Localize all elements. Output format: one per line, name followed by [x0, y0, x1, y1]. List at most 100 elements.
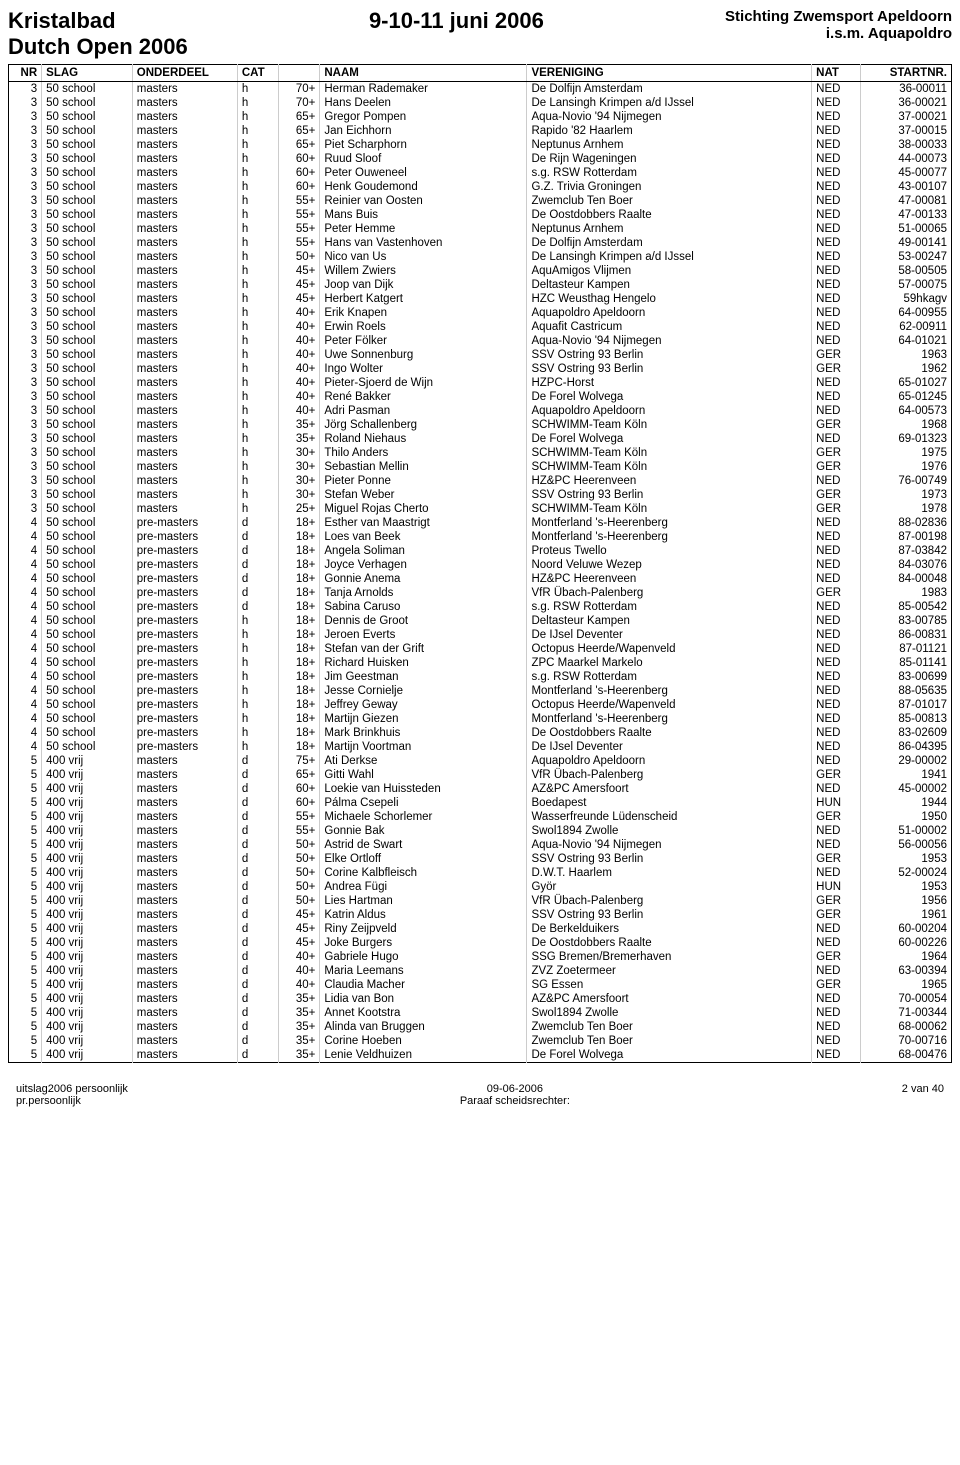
table-cell: 1976 — [861, 460, 952, 474]
table-cell: 40+ — [278, 334, 319, 348]
table-row: 350 schoolmastersh30+Thilo AndersSCHWIMM… — [9, 446, 952, 460]
table-cell: h — [237, 348, 278, 362]
table-cell: masters — [132, 236, 237, 250]
table-cell: 45+ — [278, 278, 319, 292]
table-cell: 3 — [9, 194, 42, 208]
table-cell: 50 school — [42, 236, 133, 250]
table-cell: masters — [132, 768, 237, 782]
table-cell: NED — [812, 572, 861, 586]
table-cell: Piet Scharphorn — [320, 138, 527, 152]
table-row: 5400 vrijmastersd45+Katrin AldusSSV Ostr… — [9, 908, 952, 922]
table-cell: 56-00056 — [861, 838, 952, 852]
table-cell: masters — [132, 390, 237, 404]
table-cell: 3 — [9, 96, 42, 110]
table-cell: Stefan van der Grift — [320, 642, 527, 656]
table-row: 5400 vrijmastersd50+Andrea FügiGyörHUN19… — [9, 880, 952, 894]
table-cell: 5 — [9, 978, 42, 992]
table-cell: 3 — [9, 474, 42, 488]
table-cell: h — [237, 278, 278, 292]
table-cell: masters — [132, 292, 237, 306]
table-cell: d — [237, 1020, 278, 1034]
table-cell: 83-00785 — [861, 614, 952, 628]
table-cell: h — [237, 264, 278, 278]
table-cell: 50 school — [42, 152, 133, 166]
table-cell: 5 — [9, 782, 42, 796]
table-row: 5400 vrijmastersd35+Annet KootstraSwol18… — [9, 1006, 952, 1020]
table-cell: 5 — [9, 796, 42, 810]
table-cell: 57-00075 — [861, 278, 952, 292]
table-cell: 18+ — [278, 656, 319, 670]
table-cell: GER — [812, 502, 861, 516]
table-cell: HUN — [812, 880, 861, 894]
table-cell: 60+ — [278, 796, 319, 810]
table-cell: Jeffrey Geway — [320, 698, 527, 712]
table-cell: 400 vrij — [42, 768, 133, 782]
table-row: 5400 vrijmastersd35+Alinda van BruggenZw… — [9, 1020, 952, 1034]
table-cell: 85-00542 — [861, 600, 952, 614]
table-row: 5400 vrijmastersd45+Riny ZeijpveldDe Ber… — [9, 922, 952, 936]
table-cell: Zwemclub Ten Boer — [527, 194, 812, 208]
table-cell: Martijn Giezen — [320, 712, 527, 726]
table-cell: Joop van Dijk — [320, 278, 527, 292]
table-cell: pre-masters — [132, 642, 237, 656]
table-row: 350 schoolmastersh40+Pieter-Sjoerd de Wi… — [9, 376, 952, 390]
table-cell: 3 — [9, 488, 42, 502]
table-cell: h — [237, 180, 278, 194]
table-cell: 65+ — [278, 768, 319, 782]
table-cell: Richard Huisken — [320, 656, 527, 670]
table-row: 350 schoolmastersh25+Miguel Rojas Cherto… — [9, 502, 952, 516]
table-row: 350 schoolmastersh70+Herman RademakerDe … — [9, 82, 952, 97]
table-cell: NED — [812, 1006, 861, 1020]
table-cell: 4 — [9, 712, 42, 726]
table-cell: Riny Zeijpveld — [320, 922, 527, 936]
table-row: 350 schoolmastersh60+Henk GoudemondG.Z. … — [9, 180, 952, 194]
footer-left: uitslag2006 persoonlijk pr.persoonlijk — [16, 1083, 128, 1107]
table-cell: h — [237, 320, 278, 334]
table-cell: 4 — [9, 670, 42, 684]
table-cell: 50 school — [42, 558, 133, 572]
table-cell: 3 — [9, 180, 42, 194]
table-cell: 55+ — [278, 222, 319, 236]
table-cell: NED — [812, 866, 861, 880]
table-cell: Jesse Cornielje — [320, 684, 527, 698]
table-cell: d — [237, 922, 278, 936]
table-cell: 400 vrij — [42, 1048, 133, 1063]
table-cell: 50 school — [42, 82, 133, 97]
table-cell: NED — [812, 306, 861, 320]
table-cell: 18+ — [278, 642, 319, 656]
table-cell: De IJsel Deventer — [527, 628, 812, 642]
table-cell: GER — [812, 586, 861, 600]
table-cell: HUN — [812, 796, 861, 810]
table-cell: 69-01323 — [861, 432, 952, 446]
table-cell: 30+ — [278, 488, 319, 502]
table-cell: masters — [132, 278, 237, 292]
table-cell: NED — [812, 278, 861, 292]
table-cell: 50 school — [42, 516, 133, 530]
table-cell: h — [237, 404, 278, 418]
table-row: 5400 vrijmastersd35+Lidia van BonAZ&PC A… — [9, 992, 952, 1006]
table-cell: Loes van Beek — [320, 530, 527, 544]
table-row: 5400 vrijmastersd45+Joke BurgersDe Oostd… — [9, 936, 952, 950]
table-cell: 35+ — [278, 1020, 319, 1034]
table-cell: 50 school — [42, 138, 133, 152]
table-cell: h — [237, 628, 278, 642]
table-row: 450 schoolpre-mastersh18+Jesse Cornielje… — [9, 684, 952, 698]
table-cell: Sabina Caruso — [320, 600, 527, 614]
table-cell: 40+ — [278, 306, 319, 320]
table-header-row: NR SLAG ONDERDEEL CAT NAAM VERENIGING NA… — [9, 65, 952, 82]
table-cell: 68-00062 — [861, 1020, 952, 1034]
table-cell: Montferland 's-Heerenberg — [527, 712, 812, 726]
table-cell: 5 — [9, 950, 42, 964]
table-cell: 50 school — [42, 740, 133, 754]
table-cell: 18+ — [278, 628, 319, 642]
table-cell: 87-01017 — [861, 698, 952, 712]
table-cell: 55+ — [278, 824, 319, 838]
table-cell: h — [237, 656, 278, 670]
table-cell: 1953 — [861, 880, 952, 894]
table-cell: NED — [812, 642, 861, 656]
table-cell: Katrin Aldus — [320, 908, 527, 922]
table-cell: Ati Derkse — [320, 754, 527, 768]
table-cell: masters — [132, 936, 237, 950]
table-cell: Annet Kootstra — [320, 1006, 527, 1020]
table-cell: 5 — [9, 880, 42, 894]
